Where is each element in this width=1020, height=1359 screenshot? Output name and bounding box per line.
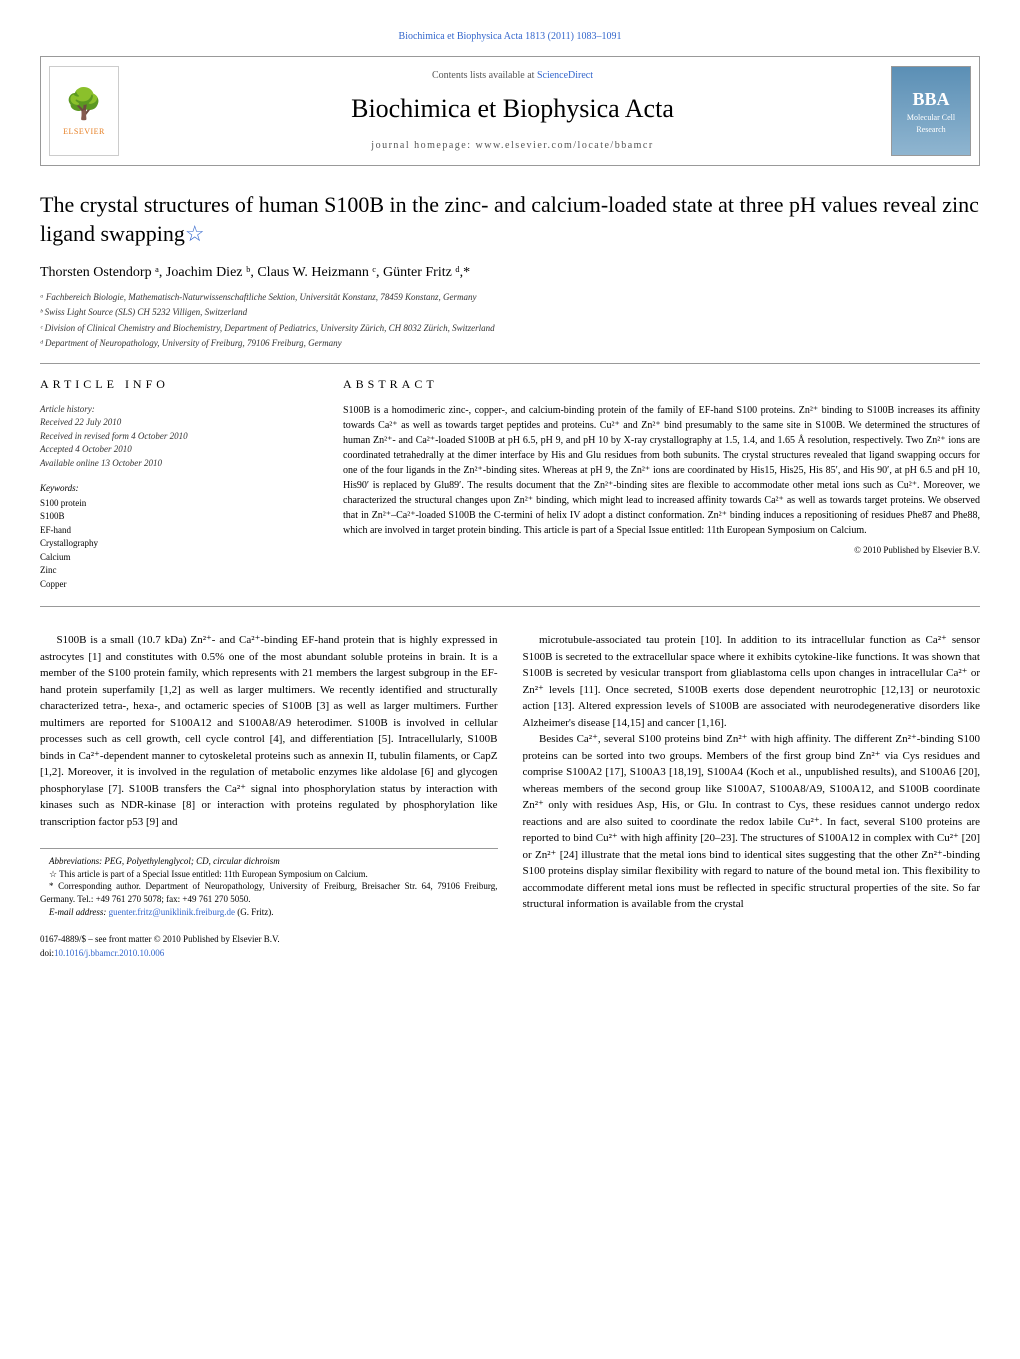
doi-prefix: doi: [40, 948, 54, 958]
doi-link[interactable]: 10.1016/j.bbamcr.2010.10.006 [54, 948, 164, 958]
email-label: E-mail address: [49, 907, 109, 917]
sciencedirect-link[interactable]: ScienceDirect [537, 70, 593, 81]
abstract: ABSTRACT S100B is a homodimeric zinc-, c… [343, 376, 980, 591]
affiliation-b: ᵇ Swiss Light Source (SLS) CH 5232 Villi… [40, 306, 980, 320]
article-info-head: ARTICLE INFO [40, 376, 313, 393]
history-head: Article history: [40, 403, 313, 417]
affiliation-a: ᵃ Fachbereich Biologie, Mathematisch-Nat… [40, 291, 980, 305]
keywords-head: Keywords: [40, 482, 313, 495]
footnote-corresponding: * Corresponding author. Department of Ne… [40, 880, 498, 905]
divider [40, 606, 980, 607]
affiliation-c: ᶜ Division of Clinical Chemistry and Bio… [40, 322, 980, 336]
abstract-text: S100B is a homodimeric zinc-, copper-, a… [343, 403, 980, 538]
front-matter: 0167-4889/$ – see front matter © 2010 Pu… [40, 933, 498, 947]
title-star: ☆ [185, 221, 205, 246]
email-link[interactable]: guenter.fritz@uniklinik.freiburg.de [109, 907, 235, 917]
contents-prefix: Contents lists available at [432, 70, 537, 81]
footnotes: Abbreviations: PEG, Polyethylenglycol; C… [40, 848, 498, 918]
authors: Thorsten Ostendorp ᵃ, Joachim Diez ᵇ, Cl… [40, 263, 980, 283]
article-title: The crystal structures of human S100B in… [40, 191, 980, 248]
keywords-list: S100 protein S100B EF-hand Crystallograp… [40, 497, 313, 592]
elsevier-logo: 🌳 ELSEVIER [49, 66, 119, 156]
column-right: microtubule-associated tau protein [10].… [523, 632, 981, 960]
bba-text: BBA [912, 87, 949, 112]
body-para-2: microtubule-associated tau protein [10].… [523, 632, 981, 731]
journal-header: 🌳 ELSEVIER Contents lists available at S… [40, 56, 980, 166]
email-suffix: (G. Fritz). [237, 907, 273, 917]
footnote-email: E-mail address: guenter.fritz@uniklinik.… [40, 906, 498, 919]
footnote-abbrev: Abbreviations: PEG, Polyethylenglycol; C… [40, 855, 498, 868]
body-para-3: Besides Ca²⁺, several S100 proteins bind… [523, 731, 981, 913]
header-center: Contents lists available at ScienceDirec… [134, 69, 891, 153]
body-columns: S100B is a small (10.7 kDa) Zn²⁺- and Ca… [40, 632, 980, 960]
affiliation-d: ᵈ Department of Neuropathology, Universi… [40, 337, 980, 351]
doi-line: doi:10.1016/j.bbamcr.2010.10.006 [40, 947, 498, 961]
history-text: Received 22 July 2010 Received in revise… [40, 416, 313, 470]
contents-list: Contents lists available at ScienceDirec… [134, 69, 891, 83]
abstract-head: ABSTRACT [343, 376, 980, 393]
divider [40, 363, 980, 364]
bba-sub1: Molecular Cell [907, 112, 955, 123]
journal-ref-link[interactable]: Biochimica et Biophysica Acta 1813 (2011… [40, 30, 980, 44]
article-info: ARTICLE INFO Article history: Received 2… [40, 376, 313, 591]
body-para-1: S100B is a small (10.7 kDa) Zn²⁺- and Ca… [40, 632, 498, 830]
abstract-copyright: © 2010 Published by Elsevier B.V. [343, 544, 980, 557]
bba-sub2: Research [916, 124, 945, 135]
column-left: S100B is a small (10.7 kDa) Zn²⁺- and Ca… [40, 632, 498, 960]
footnote-star: ☆ This article is part of a Special Issu… [40, 868, 498, 881]
bottom-matter: 0167-4889/$ – see front matter © 2010 Pu… [40, 933, 498, 960]
elsevier-text: ELSEVIER [63, 126, 105, 137]
bba-logo: BBA Molecular Cell Research [891, 66, 971, 156]
info-abstract-row: ARTICLE INFO Article history: Received 2… [40, 376, 980, 591]
journal-homepage: journal homepage: www.elsevier.com/locat… [134, 139, 891, 153]
tree-icon: 🌳 [65, 84, 102, 126]
title-text: The crystal structures of human S100B in… [40, 192, 979, 246]
journal-name: Biochimica et Biophysica Acta [134, 91, 891, 127]
